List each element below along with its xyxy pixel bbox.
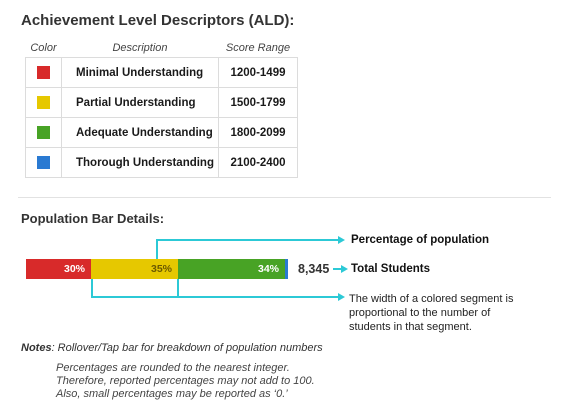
segment-thorough[interactable] <box>285 259 288 279</box>
ald-title: Achievement Level Descriptors (ALD): <box>21 12 295 29</box>
segment-adequate[interactable]: 34% <box>178 259 285 279</box>
notes-line: Percentages are rounded to the nearest i… <box>56 362 290 374</box>
range-cell: 1200-1499 <box>218 57 298 88</box>
notes-line: Also, small percentages may be reported … <box>56 388 288 400</box>
header-score-range: Score Range <box>225 42 291 54</box>
section-divider <box>18 197 551 198</box>
ald-row-thorough: Thorough Understanding 2100-2400 <box>25 147 298 178</box>
notes-line: Therefore, reported percentages may not … <box>56 375 315 387</box>
green-swatch <box>37 126 50 139</box>
color-cell <box>25 87 62 118</box>
total-arrow-icon <box>341 265 348 273</box>
notes: Notes: Rollover/Tap bar for breakdown of… <box>21 342 323 354</box>
description-cell: Partial Understanding <box>61 87 219 118</box>
total-students-value: 8,345 <box>298 262 330 276</box>
range-cell: 1800-2099 <box>218 117 298 148</box>
width-callout: The width of a colored segment is propor… <box>349 293 514 333</box>
header-description: Description <box>112 42 168 54</box>
color-cell <box>25 117 62 148</box>
percentage-callout: Percentage of population <box>351 234 490 246</box>
segment-minimal[interactable]: 30% <box>26 259 91 279</box>
ald-row-partial: Partial Understanding 1500-1799 <box>25 87 298 118</box>
population-title: Population Bar Details: <box>21 211 165 226</box>
ald-header-row: Color Description Score Range <box>26 39 298 58</box>
width-connector <box>91 279 338 298</box>
percentage-arrow-icon <box>338 236 345 244</box>
color-cell <box>25 57 62 88</box>
ald-table: Color Description Score Range Minimal Un… <box>25 39 298 178</box>
description-cell: Thorough Understanding <box>61 147 219 178</box>
blue-swatch <box>37 156 50 169</box>
notes-label: Notes <box>21 342 52 354</box>
notes-details: Percentages are rounded to the nearest i… <box>56 362 315 401</box>
notes-text: : Rollover/Tap bar for breakdown of popu… <box>51 342 323 354</box>
range-cell: 2100-2400 <box>218 147 298 178</box>
percentage-connector <box>156 239 338 259</box>
yellow-swatch <box>37 96 50 109</box>
header-color: Color <box>30 42 57 54</box>
red-swatch <box>37 66 50 79</box>
total-callout: Total Students <box>351 263 431 275</box>
segment-partial[interactable]: 35% <box>91 259 178 279</box>
range-cell: 1500-1799 <box>218 87 298 118</box>
population-bar[interactable]: 30% 35% 34% <box>26 259 288 279</box>
width-arrow-icon <box>338 293 345 301</box>
